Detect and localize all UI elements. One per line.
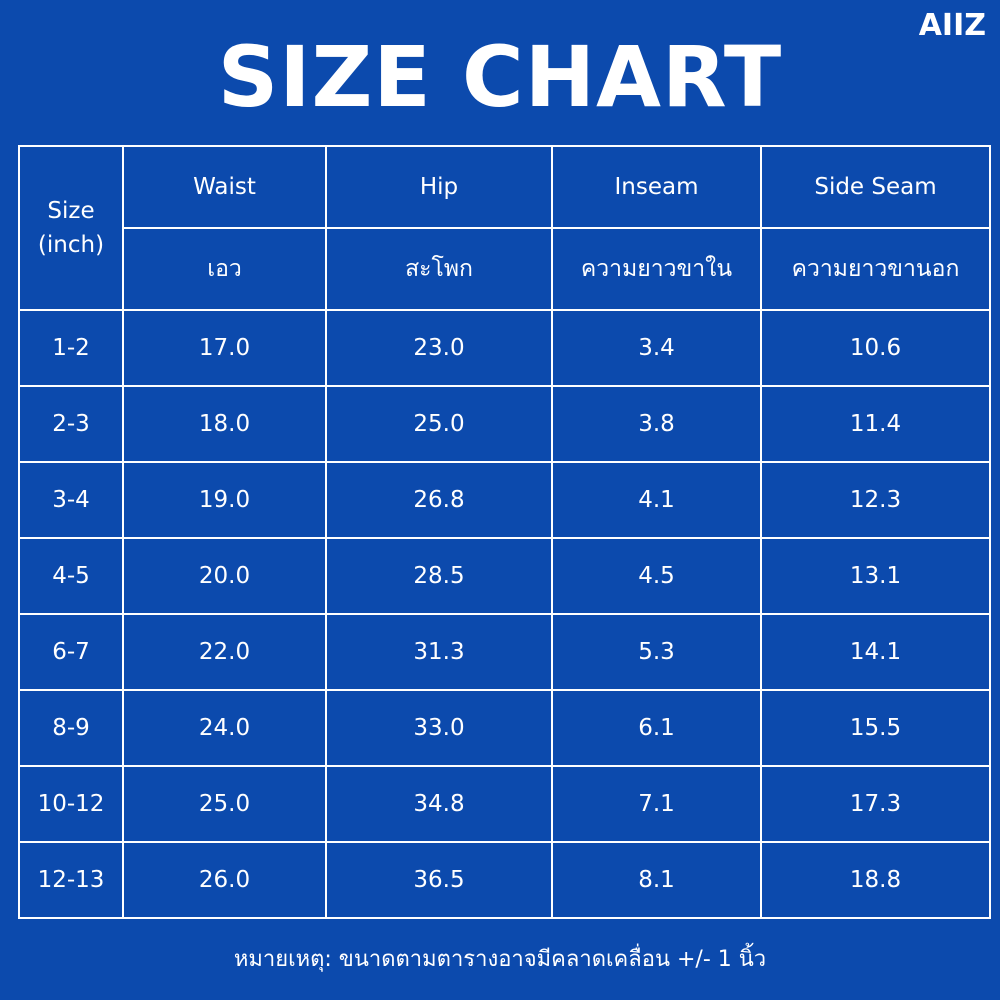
side-seam-header-en: Side Seam: [760, 145, 991, 229]
inseam-cell: 8.1: [551, 841, 762, 919]
waist-cell: 26.0: [122, 841, 327, 919]
side-seam-cell: 13.1: [760, 537, 991, 615]
waist-cell: 17.0: [122, 309, 327, 387]
size-cell: 1-2: [18, 309, 124, 387]
inseam-header-en: Inseam: [551, 145, 762, 229]
table-row: 8-9 24.0 33.0 6.1 15.5: [18, 689, 991, 767]
table-row: 6-7 22.0 31.3 5.3 14.1: [18, 613, 991, 691]
footnote: หมายเหตุ: ขนาดตามตารางอาจมีคลาดเคลื่อน +…: [233, 947, 767, 972]
hip-header-en: Hip: [325, 145, 553, 229]
table-row: 2-3 18.0 25.0 3.8 11.4: [18, 385, 991, 463]
waist-header-th: เอว: [122, 227, 327, 311]
hip-cell: 25.0: [325, 385, 553, 463]
size-header-label: Size: [47, 198, 95, 224]
inseam-cell: 3.8: [551, 385, 762, 463]
waist-cell: 18.0: [122, 385, 327, 463]
inseam-header-th: ความยาวขาใน: [551, 227, 762, 311]
hip-cell: 28.5: [325, 537, 553, 615]
inseam-cell: 5.3: [551, 613, 762, 691]
header-row-english: Size (inch) Waist Hip Inseam Side Seam: [18, 145, 991, 311]
side-seam-cell: 12.3: [760, 461, 991, 539]
size-cell: 10-12: [18, 765, 124, 843]
waist-cell: 20.0: [122, 537, 327, 615]
side-seam-cell: 14.1: [760, 613, 991, 691]
table-row: 4-5 20.0 28.5 4.5 13.1: [18, 537, 991, 615]
waist-cell: 25.0: [122, 765, 327, 843]
hip-cell: 34.8: [325, 765, 553, 843]
side-seam-cell: 11.4: [760, 385, 991, 463]
hip-cell: 36.5: [325, 841, 553, 919]
size-cell: 12-13: [18, 841, 124, 919]
side-seam-cell: 10.6: [760, 309, 991, 387]
hip-cell: 26.8: [325, 461, 553, 539]
waist-cell: 24.0: [122, 689, 327, 767]
header-row-thai: เอว สะโพก ความยาวขาใน ความยาวขานอก: [19, 227, 991, 311]
side-seam-cell: 18.8: [760, 841, 991, 919]
inseam-cell: 4.5: [551, 537, 762, 615]
size-cell: 6-7: [18, 613, 124, 691]
hip-cell: 31.3: [325, 613, 553, 691]
waist-cell: 19.0: [122, 461, 327, 539]
size-cell: 2-3: [18, 385, 124, 463]
size-column-header: Size (inch): [18, 145, 124, 311]
table-row: 3-4 19.0 26.8 4.1 12.3: [18, 461, 991, 539]
inseam-cell: 3.4: [551, 309, 762, 387]
inseam-cell: 6.1: [551, 689, 762, 767]
hip-header-th: สะโพก: [325, 227, 553, 311]
size-header-unit: (inch): [37, 232, 105, 258]
waist-cell: 22.0: [122, 613, 327, 691]
size-chart-table: Size (inch) Waist Hip Inseam Side Seam เ…: [18, 145, 991, 919]
table-row: 12-13 26.0 36.5 8.1 18.8: [18, 841, 991, 919]
page-title: SIZE CHART: [217, 28, 783, 126]
size-cell: 8-9: [18, 689, 124, 767]
side-seam-header-th: ความยาวขานอก: [760, 227, 991, 311]
table-row: 10-12 25.0 34.8 7.1 17.3: [18, 765, 991, 843]
table-row: 1-2 17.0 23.0 3.4 10.6: [18, 309, 991, 387]
inseam-cell: 7.1: [551, 765, 762, 843]
brand-logo: AIIZ: [918, 8, 986, 43]
hip-cell: 33.0: [325, 689, 553, 767]
hip-cell: 23.0: [325, 309, 553, 387]
size-cell: 4-5: [18, 537, 124, 615]
waist-header-en: Waist: [122, 145, 327, 229]
size-cell: 3-4: [18, 461, 124, 539]
side-seam-cell: 17.3: [760, 765, 991, 843]
inseam-cell: 4.1: [551, 461, 762, 539]
side-seam-cell: 15.5: [760, 689, 991, 767]
